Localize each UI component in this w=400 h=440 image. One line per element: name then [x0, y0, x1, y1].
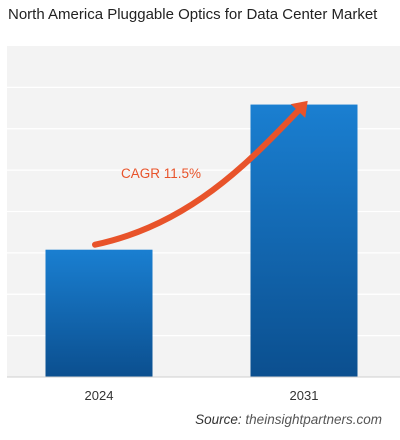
x-tick-label-2031: 2031: [290, 388, 319, 403]
source-credit: Source: theinsightpartners.com: [195, 412, 382, 427]
source-site: theinsightpartners.com: [245, 412, 382, 427]
x-tick-label-2024: 2024: [85, 388, 114, 403]
source-prefix: Source:: [195, 412, 242, 427]
bar-2031: [250, 104, 358, 378]
bars: [45, 104, 358, 378]
cagr-growth-arrow: [92, 108, 301, 248]
cagr-annotation: CAGR 11.5%: [121, 166, 201, 181]
bar-2024: [45, 249, 153, 377]
x-tick-labels: 2024 2031: [85, 388, 319, 403]
chart-title: North America Pluggable Optics for Data …: [8, 6, 378, 23]
cagr-arrowhead: [290, 100, 308, 118]
